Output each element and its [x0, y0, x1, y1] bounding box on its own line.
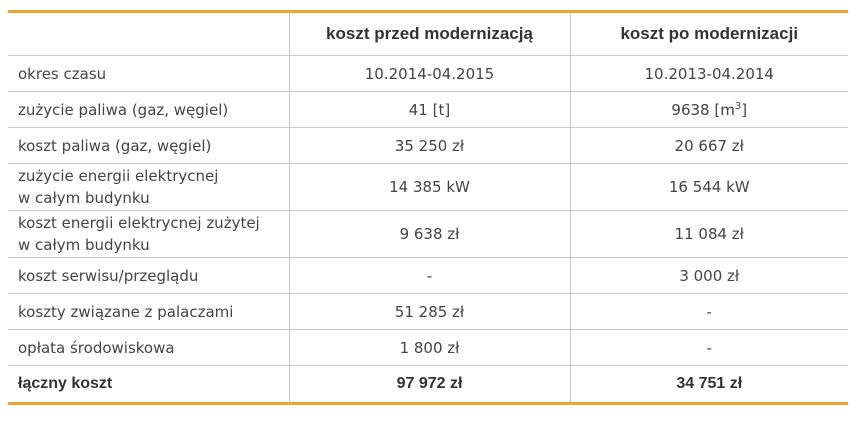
value-after: 11 084 zł	[569, 210, 848, 258]
header-row: koszt przed modernizacją koszt po modern…	[8, 11, 848, 56]
table-row: koszt serwisu/przeglądu - 3 000 zł	[8, 257, 848, 294]
table-row: okres czasu 10.2014-04.2015 10.2013-04.2…	[8, 55, 848, 92]
value-after: 16 544 kW	[569, 163, 848, 211]
value-after: -	[569, 293, 848, 330]
value-before: 9 638 zł	[288, 210, 571, 258]
cost-comparison-table-wrapper: koszt przed modernizacją koszt po modern…	[8, 10, 848, 405]
value-after: 20 667 zł	[569, 127, 848, 164]
table-row: koszt paliwa (gaz, węgiel) 35 250 zł 20 …	[8, 127, 848, 164]
value-before: 1 800 zł	[288, 329, 571, 366]
table-row: zużycie energii elektrycnej w całym budyn…	[8, 163, 848, 211]
row-label: koszt energii elektrycnej zużytej w całym…	[8, 210, 290, 258]
row-label-line-2: w całym budynku	[18, 189, 150, 207]
row-label: zużycie paliwa (gaz, węgiel)	[8, 91, 290, 128]
table-row: koszty związane z palaczami 51 285 zł -	[8, 293, 848, 330]
row-label: zużycie energii elektrycnej w całym budyn…	[8, 163, 290, 211]
value-before: 10.2014-04.2015	[288, 55, 571, 92]
value-after-end: ]	[741, 100, 748, 119]
value-before: 41 [t]	[288, 91, 571, 128]
header-after-modernization: koszt po modernizacji	[569, 11, 848, 56]
table-row: koszt energii elektrycnej zużytej w całym…	[8, 210, 848, 258]
row-label: koszty związane z palaczami	[8, 293, 290, 330]
cost-comparison-table: koszt przed modernizacją koszt po modern…	[8, 10, 848, 405]
row-label: opłata środowiskowa	[8, 329, 290, 366]
value-before: 14 385 kW	[288, 163, 571, 211]
value-before: -	[288, 257, 571, 294]
table-row: zużycie paliwa (gaz, węgiel) 41 [t] 9638…	[8, 91, 848, 128]
row-label-line-1: koszt energii elektrycnej zużytej	[18, 214, 260, 232]
value-after: -	[569, 329, 848, 366]
table-row: opłata środowiskowa 1 800 zł -	[8, 329, 848, 366]
row-label: koszt serwisu/przeglądu	[8, 257, 290, 294]
value-before: 51 285 zł	[288, 293, 571, 330]
value-after: 10.2013-04.2014	[569, 55, 848, 92]
total-before: 97 972 zł	[288, 365, 571, 404]
total-row: łączny koszt 97 972 zł 34 751 zł	[8, 365, 848, 404]
row-label-line-2: w całym budynku	[18, 236, 150, 254]
row-label: koszt paliwa (gaz, węgiel)	[8, 127, 290, 164]
header-empty-cell	[8, 11, 290, 56]
value-before: 35 250 zł	[288, 127, 571, 164]
row-label-line-1: zużycie energii elektrycnej	[18, 167, 219, 185]
total-after: 34 751 zł	[569, 365, 848, 404]
header-before-modernization: koszt przed modernizacją	[288, 11, 571, 56]
value-after: 9638 [m3]	[569, 91, 848, 128]
value-after: 3 000 zł	[569, 257, 848, 294]
value-after-superscript: 3	[734, 100, 742, 112]
row-label: okres czasu	[8, 55, 290, 92]
total-label: łączny koszt	[8, 365, 290, 404]
value-after-main: 9638 [m	[671, 100, 735, 119]
